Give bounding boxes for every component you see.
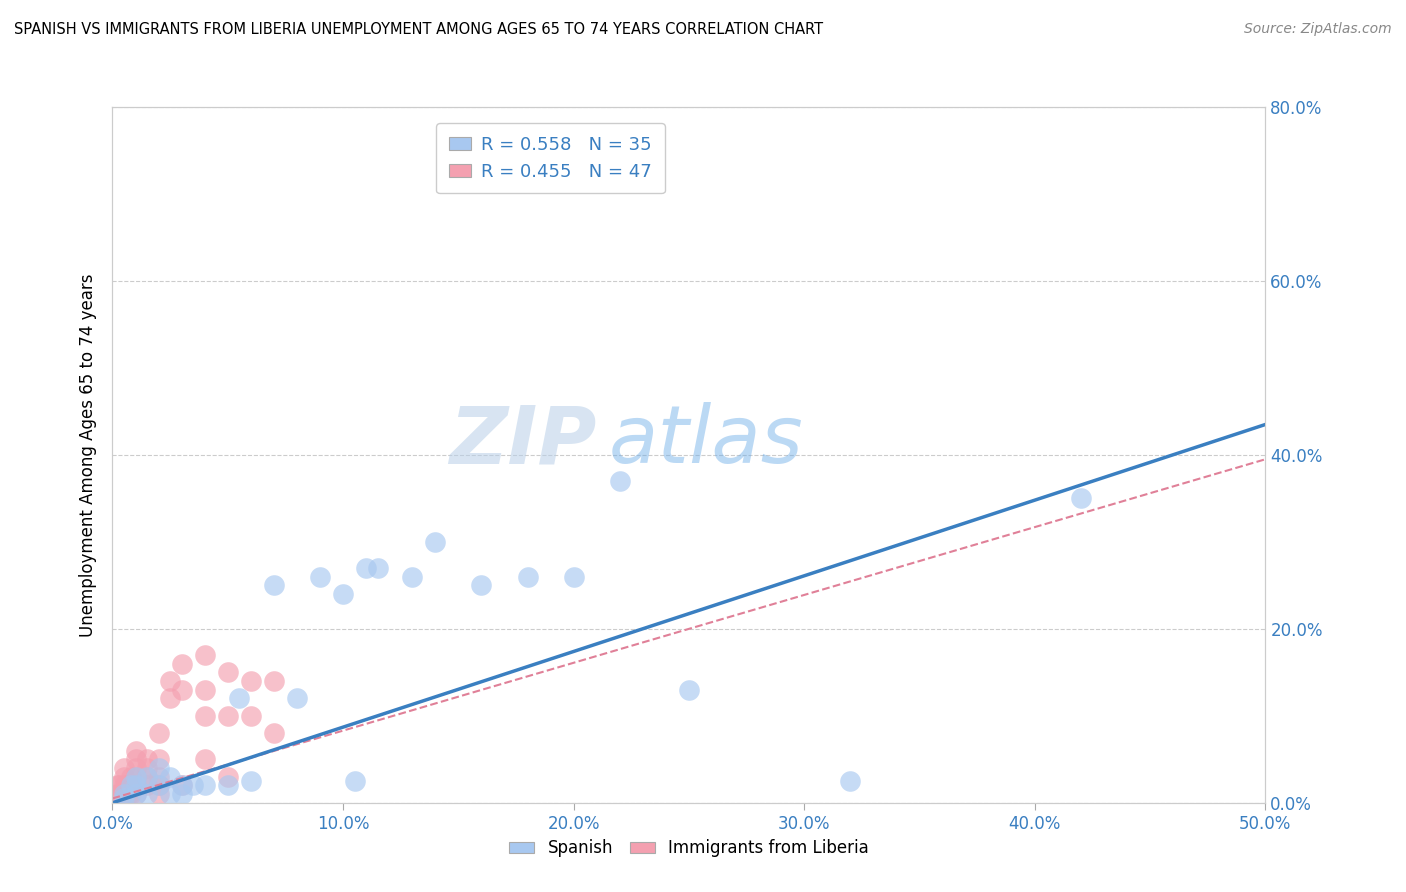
- Text: SPANISH VS IMMIGRANTS FROM LIBERIA UNEMPLOYMENT AMONG AGES 65 TO 74 YEARS CORREL: SPANISH VS IMMIGRANTS FROM LIBERIA UNEMP…: [14, 22, 823, 37]
- Point: [148, 787, 170, 801]
- Point: [124, 787, 146, 801]
- Point: [136, 770, 159, 784]
- Point: [124, 778, 146, 792]
- Point: [401, 570, 423, 584]
- Point: [194, 708, 217, 723]
- Point: [678, 682, 700, 697]
- Point: [112, 761, 135, 775]
- Point: [148, 770, 170, 784]
- Point: [343, 774, 366, 789]
- Point: [181, 778, 204, 792]
- Point: [124, 744, 146, 758]
- Point: [117, 778, 139, 792]
- Point: [148, 752, 170, 766]
- Text: atlas: atlas: [609, 402, 803, 480]
- Point: [111, 787, 134, 801]
- Point: [263, 726, 285, 740]
- Point: [120, 770, 142, 784]
- Point: [309, 570, 332, 584]
- Point: [108, 787, 131, 801]
- Point: [108, 778, 131, 792]
- Point: [124, 752, 146, 766]
- Point: [239, 708, 262, 723]
- Point: [124, 787, 146, 801]
- Point: [170, 657, 193, 671]
- Point: [609, 474, 631, 488]
- Point: [217, 778, 239, 792]
- Point: [170, 682, 193, 697]
- Point: [194, 778, 217, 792]
- Point: [112, 787, 135, 801]
- Point: [367, 561, 389, 575]
- Point: [159, 691, 181, 706]
- Point: [117, 787, 139, 801]
- Point: [1070, 491, 1092, 506]
- Point: [148, 778, 170, 792]
- Point: [124, 770, 146, 784]
- Point: [159, 674, 181, 689]
- Point: [285, 691, 308, 706]
- Point: [217, 665, 239, 680]
- Point: [159, 770, 181, 784]
- Point: [136, 761, 159, 775]
- Point: [194, 682, 217, 697]
- Point: [136, 770, 159, 784]
- Point: [228, 691, 250, 706]
- Y-axis label: Unemployment Among Ages 65 to 74 years: Unemployment Among Ages 65 to 74 years: [79, 273, 97, 637]
- Point: [148, 778, 170, 792]
- Point: [148, 726, 170, 740]
- Point: [105, 778, 128, 792]
- Point: [115, 787, 138, 801]
- Point: [332, 587, 354, 601]
- Point: [115, 778, 138, 792]
- Text: ZIP: ZIP: [450, 402, 596, 480]
- Point: [124, 770, 146, 784]
- Point: [120, 778, 142, 792]
- Point: [194, 752, 217, 766]
- Point: [105, 787, 128, 801]
- Point: [112, 770, 135, 784]
- Point: [239, 674, 262, 689]
- Point: [217, 708, 239, 723]
- Point: [194, 648, 217, 662]
- Point: [354, 561, 377, 575]
- Point: [124, 778, 146, 792]
- Point: [470, 578, 492, 592]
- Point: [159, 787, 181, 801]
- Text: Source: ZipAtlas.com: Source: ZipAtlas.com: [1244, 22, 1392, 37]
- Point: [239, 774, 262, 789]
- Point: [112, 778, 135, 792]
- Point: [112, 791, 135, 805]
- Point: [136, 778, 159, 792]
- Point: [170, 778, 193, 792]
- Point: [136, 787, 159, 801]
- Point: [217, 770, 239, 784]
- Point: [112, 787, 135, 801]
- Point: [516, 570, 538, 584]
- Point: [839, 774, 862, 789]
- Point: [136, 752, 159, 766]
- Point: [263, 674, 285, 689]
- Point: [562, 570, 585, 584]
- Point: [148, 761, 170, 775]
- Point: [170, 787, 193, 801]
- Point: [120, 778, 142, 792]
- Point: [124, 761, 146, 775]
- Point: [120, 787, 142, 801]
- Point: [425, 534, 447, 549]
- Legend: Spanish, Immigrants from Liberia: Spanish, Immigrants from Liberia: [502, 833, 876, 864]
- Point: [170, 778, 193, 792]
- Point: [263, 578, 285, 592]
